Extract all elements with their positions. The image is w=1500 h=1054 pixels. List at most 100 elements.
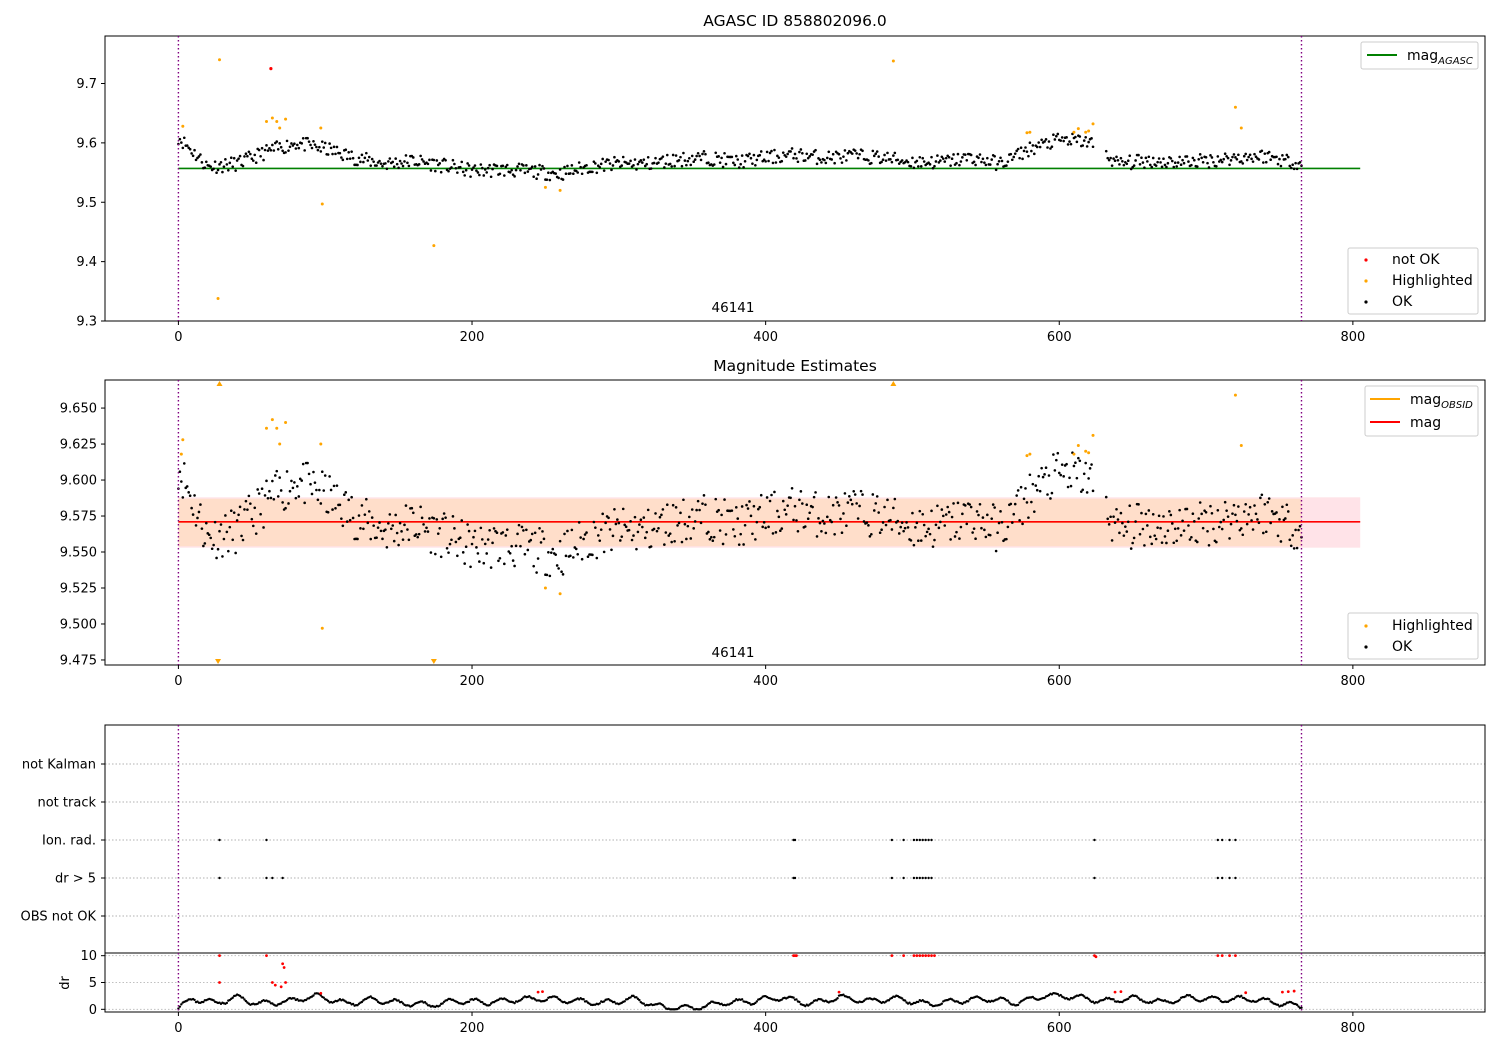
ok-point bbox=[307, 140, 311, 143]
ok-point bbox=[1169, 157, 1173, 160]
ok-point bbox=[808, 155, 811, 158]
dr-ok-point bbox=[1232, 997, 1236, 1001]
ok-point bbox=[767, 525, 770, 529]
legend-label-highlighted: Highlighted bbox=[1392, 618, 1473, 634]
ok-point bbox=[1216, 155, 1220, 158]
ok-point bbox=[944, 513, 948, 516]
ok-point bbox=[856, 517, 860, 520]
ok-point bbox=[740, 505, 744, 508]
ok-point bbox=[915, 521, 919, 525]
ok-point bbox=[341, 524, 345, 528]
ok-point bbox=[212, 543, 215, 547]
ok-point bbox=[620, 535, 624, 538]
ok-point bbox=[1228, 163, 1231, 167]
ok-point bbox=[1295, 167, 1299, 171]
ok-point bbox=[221, 555, 224, 558]
ok-point bbox=[1015, 149, 1018, 153]
ok-point bbox=[591, 553, 594, 557]
ok-point bbox=[1235, 519, 1239, 523]
ok-point bbox=[680, 540, 684, 544]
dr-not-ok-point bbox=[1234, 954, 1237, 958]
ok-point bbox=[1052, 453, 1055, 456]
ok-point bbox=[276, 147, 280, 151]
ok-point bbox=[271, 143, 274, 147]
ok-point bbox=[453, 527, 456, 530]
ok-point bbox=[732, 161, 735, 165]
ok-point bbox=[320, 140, 324, 143]
ok-point bbox=[200, 161, 204, 164]
ok-point bbox=[845, 159, 848, 162]
ok-point bbox=[489, 175, 493, 179]
dr-not-ok-point bbox=[1220, 954, 1224, 958]
ok-point bbox=[1018, 156, 1021, 160]
ok-point bbox=[784, 513, 788, 516]
dr-ok-point bbox=[1284, 1003, 1287, 1006]
ok-point bbox=[940, 508, 944, 511]
ok-point bbox=[806, 517, 810, 521]
ok-point bbox=[660, 513, 663, 517]
ok-point bbox=[668, 532, 672, 535]
dr-not-ok-point bbox=[837, 990, 841, 994]
ok-point bbox=[815, 535, 819, 538]
ok-point bbox=[557, 567, 560, 570]
ok-point bbox=[313, 143, 317, 146]
ok-point bbox=[635, 547, 638, 551]
ok-point bbox=[1175, 165, 1179, 168]
ok-point bbox=[488, 528, 491, 532]
ok-point bbox=[1170, 159, 1174, 163]
ok-point bbox=[1215, 164, 1218, 168]
ok-point bbox=[720, 156, 723, 160]
ok-point bbox=[479, 163, 483, 166]
ok-point bbox=[1037, 474, 1041, 478]
ok-point bbox=[1187, 160, 1190, 163]
flag-point bbox=[902, 838, 905, 842]
dr-ok-point bbox=[312, 994, 315, 997]
panel-magnitude-estimates: Magnitude Estimates 0 200 400 600 8009.4759.… bbox=[60, 357, 1486, 689]
ok-point bbox=[417, 163, 421, 166]
ok-point bbox=[263, 494, 267, 497]
ok-point bbox=[803, 159, 807, 162]
ok-point bbox=[853, 493, 857, 496]
highlighted-point bbox=[319, 442, 323, 446]
ok-point bbox=[762, 521, 766, 524]
dr-ok-point bbox=[467, 1000, 471, 1004]
ok-point bbox=[241, 538, 245, 542]
axes-frame bbox=[104, 379, 1486, 666]
ok-point bbox=[724, 533, 728, 536]
ok-point bbox=[246, 508, 249, 511]
ok-point bbox=[1113, 159, 1117, 163]
ok-point bbox=[761, 525, 765, 529]
ok-point bbox=[1284, 517, 1287, 520]
ok-point bbox=[1112, 515, 1115, 518]
ok-point bbox=[1276, 162, 1280, 166]
ok-point bbox=[548, 178, 552, 182]
ok-point bbox=[332, 484, 336, 488]
ok-point bbox=[773, 148, 776, 152]
ok-point bbox=[983, 161, 986, 164]
ok-point bbox=[294, 496, 298, 500]
ok-point bbox=[548, 574, 552, 578]
ok-point bbox=[569, 172, 572, 175]
ok-point bbox=[1151, 156, 1155, 160]
ok-point bbox=[1223, 500, 1227, 504]
ok-point bbox=[621, 507, 625, 511]
ok-point bbox=[272, 149, 276, 152]
ok-point bbox=[977, 156, 980, 160]
ok-point bbox=[395, 162, 399, 166]
ok-point bbox=[1148, 535, 1152, 539]
dr-ok-point bbox=[582, 998, 585, 1001]
ok-point bbox=[375, 164, 378, 167]
ok-point bbox=[599, 162, 603, 166]
ok-point bbox=[861, 149, 864, 153]
dr-not-ok-point bbox=[915, 954, 919, 958]
ok-point bbox=[732, 528, 735, 531]
ok-point bbox=[1074, 461, 1077, 465]
ok-point bbox=[790, 147, 794, 150]
ok-point bbox=[993, 154, 996, 158]
dr-ok-point bbox=[642, 1002, 645, 1005]
ok-point bbox=[1021, 522, 1024, 526]
ok-point bbox=[641, 161, 644, 164]
ok-point bbox=[234, 169, 237, 172]
ok-point bbox=[598, 539, 602, 542]
ok-point bbox=[582, 537, 585, 541]
